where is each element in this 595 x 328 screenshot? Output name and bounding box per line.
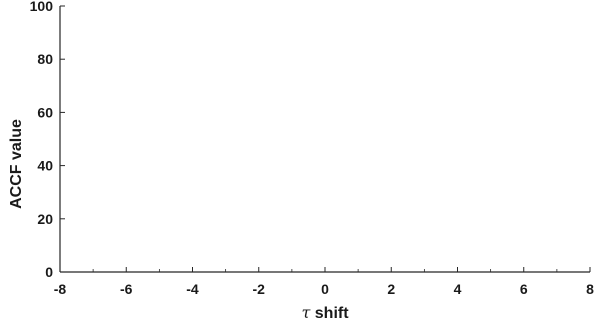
y-tick-label: 100 (30, 0, 54, 14)
axes (59, 6, 590, 273)
x-axis-label-symbol: τ (301, 303, 311, 322)
y-tick-label: 60 (37, 104, 53, 120)
x-tick-label: 6 (520, 281, 528, 297)
x-tick-label: 2 (387, 281, 395, 297)
y-tick-label: 20 (37, 211, 53, 227)
x-tick-label: 4 (454, 281, 462, 297)
x-axis-label-text: shift (315, 305, 349, 322)
y-tick-label: 0 (45, 264, 53, 280)
ticks (59, 5, 591, 273)
x-tick-label: -4 (186, 281, 199, 297)
y-tick-label: 40 (37, 158, 53, 174)
y-axis-label: ACCF value (8, 119, 25, 209)
x-axis-label: τ shift (301, 303, 349, 322)
y-tick-label: 80 (37, 51, 53, 67)
x-tick-label: 0 (321, 281, 329, 297)
x-tick-label: 8 (586, 281, 594, 297)
x-tick-label: -2 (253, 281, 266, 297)
x-tick-label: -8 (54, 281, 67, 297)
x-tick-label: -6 (120, 281, 133, 297)
